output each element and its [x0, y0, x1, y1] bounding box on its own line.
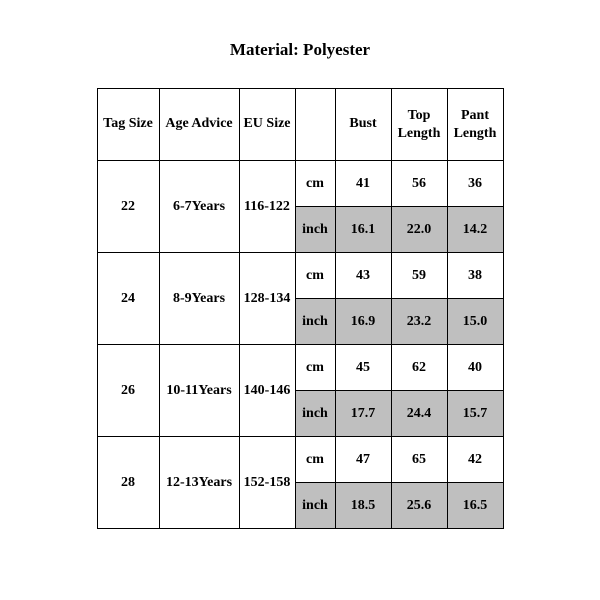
col-age-advice: Age Advice — [159, 89, 239, 161]
cell-bust: 45 — [335, 345, 391, 391]
col-bust: Bust — [335, 89, 391, 161]
cell-bust: 16.1 — [335, 207, 391, 253]
cell-bust: 18.5 — [335, 483, 391, 529]
table-row: 28 12-13Years 152-158 cm 47 65 42 — [97, 437, 503, 483]
cell-pant: 14.2 — [447, 207, 503, 253]
cell-bust: 43 — [335, 253, 391, 299]
cell-eu: 152-158 — [239, 437, 295, 529]
col-unit — [295, 89, 335, 161]
cell-tag: 24 — [97, 253, 159, 345]
cell-unit-inch: inch — [295, 299, 335, 345]
col-pant-length: Pant Length — [447, 89, 503, 161]
table-row: 26 10-11Years 140-146 cm 45 62 40 — [97, 345, 503, 391]
cell-top: 62 — [391, 345, 447, 391]
cell-top: 24.4 — [391, 391, 447, 437]
cell-eu: 128-134 — [239, 253, 295, 345]
col-eu-size: EU Size — [239, 89, 295, 161]
cell-pant: 38 — [447, 253, 503, 299]
cell-tag: 26 — [97, 345, 159, 437]
col-top-length-l2: Length — [398, 126, 441, 141]
cell-unit-cm: cm — [295, 253, 335, 299]
cell-pant: 16.5 — [447, 483, 503, 529]
cell-top: 22.0 — [391, 207, 447, 253]
cell-age: 8-9Years — [159, 253, 239, 345]
cell-unit-cm: cm — [295, 161, 335, 207]
col-pant-length-l1: Pant — [461, 108, 489, 123]
cell-unit-cm: cm — [295, 437, 335, 483]
cell-bust: 16.9 — [335, 299, 391, 345]
table-header-row: Tag Size Age Advice EU Size Bust Top Len… — [97, 89, 503, 161]
cell-pant: 15.0 — [447, 299, 503, 345]
cell-unit-inch: inch — [295, 207, 335, 253]
cell-tag: 28 — [97, 437, 159, 529]
size-table: Tag Size Age Advice EU Size Bust Top Len… — [97, 88, 504, 529]
cell-unit-cm: cm — [295, 345, 335, 391]
cell-age: 6-7Years — [159, 161, 239, 253]
cell-top: 59 — [391, 253, 447, 299]
cell-unit-inch: inch — [295, 483, 335, 529]
cell-eu: 140-146 — [239, 345, 295, 437]
cell-tag: 22 — [97, 161, 159, 253]
cell-bust: 17.7 — [335, 391, 391, 437]
cell-top: 23.2 — [391, 299, 447, 345]
col-tag-size: Tag Size — [97, 89, 159, 161]
col-pant-length-l2: Length — [454, 126, 497, 141]
cell-top: 65 — [391, 437, 447, 483]
cell-age: 10-11Years — [159, 345, 239, 437]
cell-age: 12-13Years — [159, 437, 239, 529]
cell-pant: 42 — [447, 437, 503, 483]
table-row: 22 6-7Years 116-122 cm 41 56 36 — [97, 161, 503, 207]
col-top-length: Top Length — [391, 89, 447, 161]
cell-pant: 15.7 — [447, 391, 503, 437]
cell-pant: 40 — [447, 345, 503, 391]
cell-unit-inch: inch — [295, 391, 335, 437]
page-title: Material: Polyester — [0, 0, 600, 88]
cell-bust: 41 — [335, 161, 391, 207]
cell-top: 25.6 — [391, 483, 447, 529]
cell-top: 56 — [391, 161, 447, 207]
table-row: 24 8-9Years 128-134 cm 43 59 38 — [97, 253, 503, 299]
cell-pant: 36 — [447, 161, 503, 207]
cell-bust: 47 — [335, 437, 391, 483]
cell-eu: 116-122 — [239, 161, 295, 253]
col-top-length-l1: Top — [408, 108, 431, 123]
